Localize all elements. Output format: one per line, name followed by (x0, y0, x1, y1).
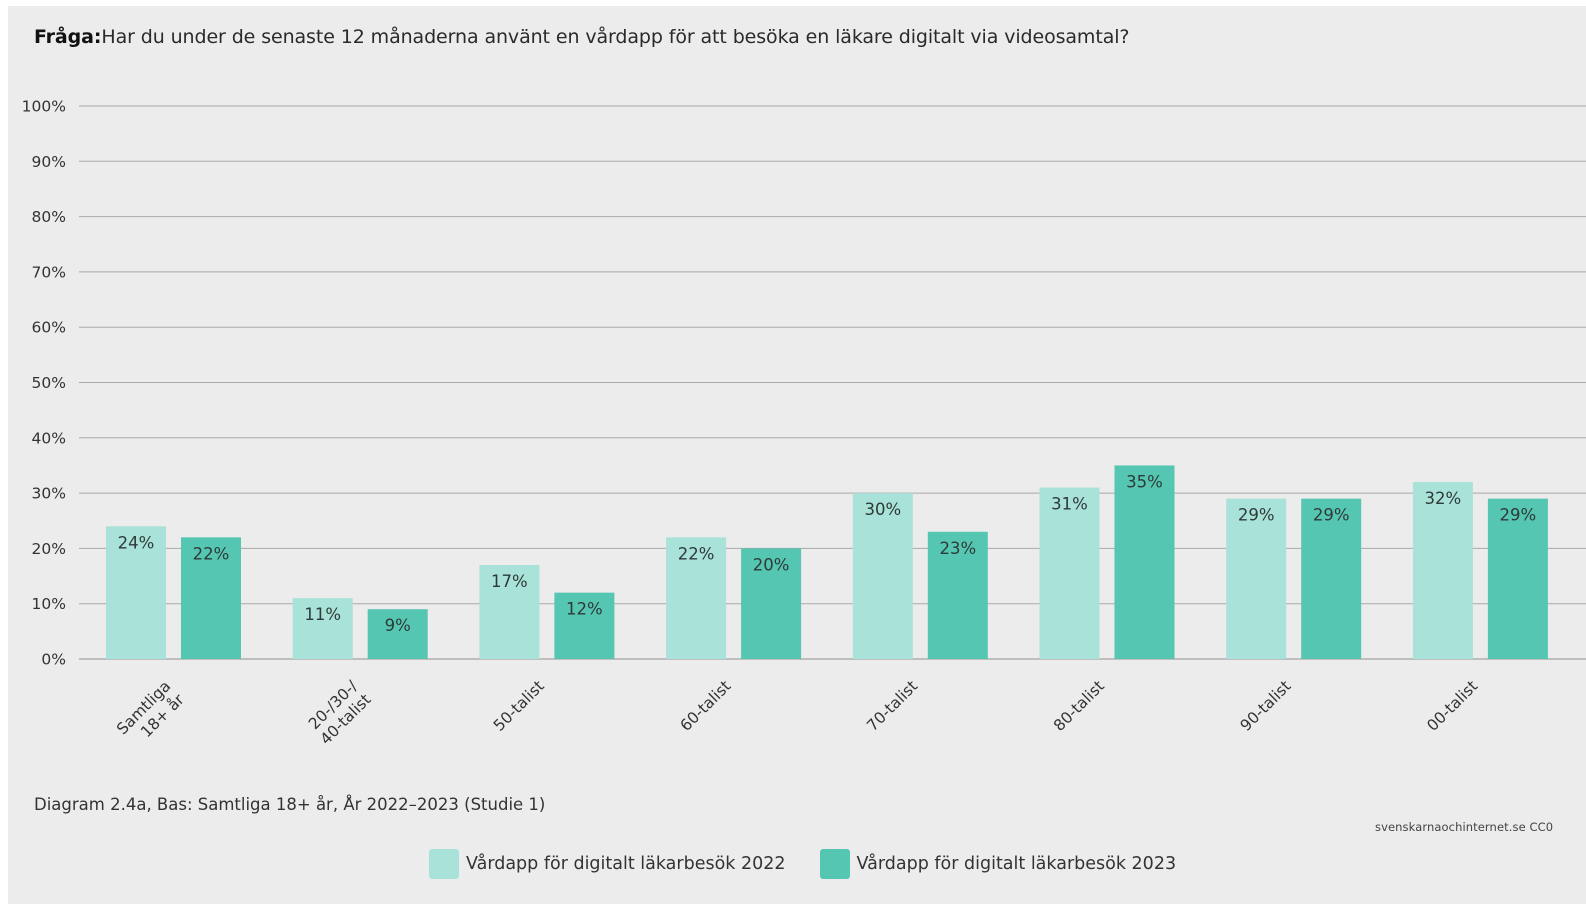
data-label: 29% (1238, 506, 1275, 525)
legend-swatch-2022 (429, 849, 459, 879)
data-label: 9% (385, 616, 411, 635)
x-tick-label: Samtliga18+ år (113, 677, 188, 752)
legend-label-2022: Vårdapp för digitalt läkarbesök 2022 (466, 854, 786, 874)
x-tick-label: 00-talist (1423, 677, 1481, 735)
bar (927, 531, 988, 659)
bar (1487, 498, 1548, 659)
bar (1226, 498, 1287, 659)
data-label: 22% (678, 544, 715, 563)
data-label: 23% (939, 539, 976, 558)
bar (554, 592, 615, 659)
data-label: 32% (1425, 489, 1462, 508)
y-tick-label: 70% (32, 263, 66, 281)
bar (292, 598, 353, 659)
bar (1412, 482, 1473, 659)
y-tick-label: 40% (32, 429, 66, 447)
data-label: 35% (1126, 472, 1163, 491)
y-tick-label: 0% (41, 651, 66, 669)
y-tick-label: 100% (22, 98, 66, 116)
data-label: 11% (304, 605, 341, 624)
bar (181, 537, 241, 659)
bar (852, 493, 913, 659)
bar (367, 609, 428, 659)
legend-label-2023: Vårdapp för digitalt läkarbesök 2023 (856, 854, 1177, 874)
y-tick-label: 20% (32, 540, 66, 558)
question-text: Har du under de senaste 12 månaderna anv… (101, 26, 1130, 48)
data-label: 22% (193, 544, 230, 563)
y-tick-label: 50% (32, 374, 66, 392)
x-tick-label: 60-talist (677, 677, 735, 735)
data-label: 24% (118, 533, 155, 552)
bar (1039, 487, 1100, 659)
bar (106, 526, 166, 659)
y-tick-label: 60% (32, 319, 66, 337)
legend-item-2022: Vårdapp för digitalt läkarbesök 2022 (429, 849, 786, 879)
question-label: Fråga: (34, 26, 102, 48)
y-tick-label: 10% (32, 595, 66, 613)
y-tick-label: 90% (32, 153, 66, 171)
x-tick-label: 80-talist (1050, 677, 1108, 735)
bar (479, 564, 540, 659)
data-label: 12% (566, 600, 603, 619)
chart-legend: Vårdapp för digitalt läkarbesök 2022 Vår… (429, 849, 1210, 879)
bar (666, 537, 727, 659)
bar (1301, 498, 1362, 659)
x-tick-label: 90-talist (1237, 677, 1295, 735)
legend-swatch-2023 (819, 849, 850, 879)
bar (1114, 465, 1175, 659)
y-tick-label: 80% (32, 208, 66, 226)
data-label: 29% (1500, 506, 1537, 525)
x-tick-label: 70-talist (863, 677, 921, 735)
y-tick-label: 30% (32, 485, 66, 503)
chart-panel: Fråga:Har du under de senaste 12 månader… (8, 6, 1586, 904)
x-tick-label: 50-talist (490, 677, 548, 735)
bar (741, 548, 802, 659)
data-label: 31% (1051, 495, 1088, 514)
x-tick-label: 20-/30-/40-talist (303, 677, 375, 749)
question-heading: Fråga:Har du under de senaste 12 månader… (34, 26, 1130, 48)
data-label: 30% (864, 500, 901, 519)
data-label: 29% (1313, 506, 1350, 525)
source-credit: svenskarnaochinternet.se CC0 (1375, 820, 1554, 834)
data-label: 17% (491, 572, 528, 591)
bar-chart: 0% 10% 20% 30% 40% 50% 60% 70% 80% 90% 100% 24% 22% S… (22, 98, 1586, 752)
legend-item-2023: Vårdapp för digitalt läkarbesök 2023 (819, 849, 1177, 879)
diagram-caption: Diagram 2.4a, Bas: Samtliga 18+ år, År 2… (34, 795, 546, 814)
data-label: 20% (753, 555, 790, 574)
